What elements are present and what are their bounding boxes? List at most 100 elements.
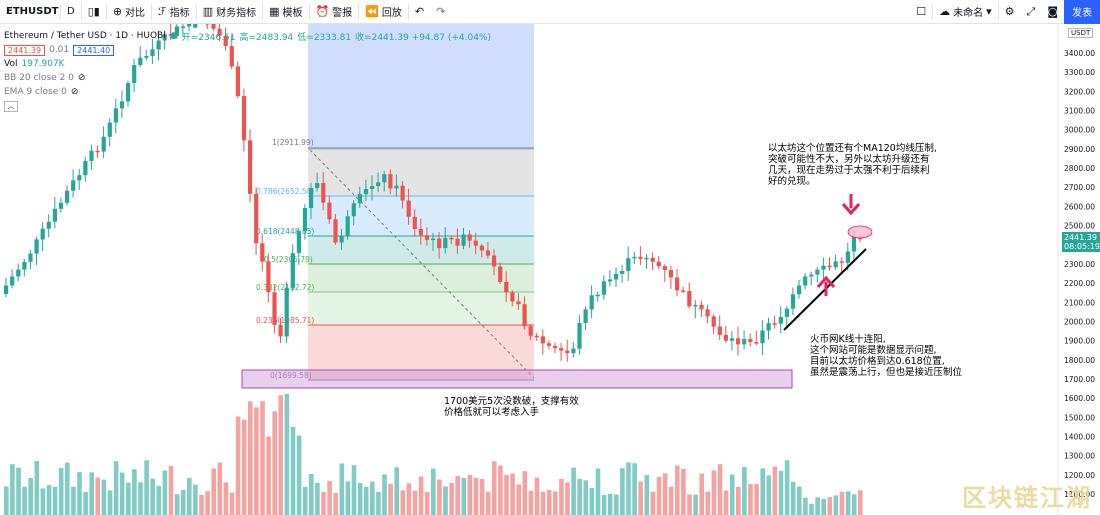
support-zone-rectangle[interactable] [241,369,793,389]
volume-bar [498,465,503,515]
settings-button[interactable]: ⚙ [999,0,1021,24]
annotation-ma120[interactable]: 以太坊这个位置还有个MA120均线压制, 突破可能性不大，另外以太坊升级还有 几… [768,143,937,187]
fullscreen-button[interactable]: ⤢ [1021,0,1042,24]
volume-bar [394,467,399,515]
candle-body [40,228,45,240]
eye-hidden-icon[interactable]: ⊘ [70,87,79,97]
indicators-label: 指标 [169,8,190,19]
volume-bar [461,478,467,515]
volume-bar [254,407,259,515]
volume-bar [553,491,558,515]
candle-body [144,56,149,58]
candle-body [626,258,631,271]
candle-body [126,83,131,102]
candle-body [107,122,112,137]
candle-body [455,238,460,246]
volume-bar [638,481,643,515]
volume-bar [589,487,595,515]
price-tick-label: 3000.00 [1064,126,1095,135]
candle-body [180,26,186,28]
ema-indicator-label: EMA 9 close 0 [4,87,67,97]
volume-bar [4,486,9,515]
volume-bar [376,491,381,515]
price-chart[interactable]: 1(2911.99) 0.786(2652.58) 0.618(2448.85)… [0,24,1100,515]
price-axis[interactable]: 3400.00 3300.00 3200.00 3100.00 3000.00 2900.… [1064,49,1095,499]
volume-bar [565,482,570,515]
currency-tag[interactable]: USDT [1068,28,1094,38]
annotation-support[interactable]: 1700美元5次没数破，支撑有效 价格低就可以考虑入手 [444,396,579,418]
candle-body [656,261,661,267]
arrow-down-icon [841,203,861,216]
symbol-search-button[interactable]: ETHUSDT [0,0,60,24]
volume-bar [22,486,27,515]
redo-button[interactable]: ↷ [430,0,451,24]
layout-menu-button[interactable]: ☁ 未命名 ▾ [933,0,998,24]
candle-body [424,235,430,240]
volume-bar [278,395,284,515]
candle-body [34,239,39,254]
publish-button[interactable]: 发表 [1064,0,1100,24]
volume-bar [729,474,735,515]
volume-bar [327,480,332,515]
candle-body [345,216,350,236]
volume-bar [668,486,674,515]
replay-button[interactable]: ⏪ 回放 [359,0,408,24]
legend-ema-row[interactable]: EMA 9 close 0 ⊘ [4,85,491,99]
financials-button[interactable]: ▥ 财务指标 [197,0,262,24]
indicators-button[interactable]: ℱ 指标 [152,0,196,24]
volume-bar [144,460,149,515]
buy-price-button[interactable]: 2441.40 [73,44,115,56]
compare-button[interactable]: ⊕ 对比 [107,0,151,24]
volume-bar [321,492,326,515]
candle-body [77,175,82,181]
volume-bar [138,482,143,515]
candle-body [717,326,722,335]
volume-bar [309,474,314,515]
volume-bar [339,463,345,515]
volume-bar [89,472,94,515]
candle-body [479,245,484,251]
candle-body [83,160,88,176]
volume-bar [58,467,64,515]
collapse-chevron-icon[interactable]: ︿ [4,100,18,112]
price-tick-label: 2200.00 [1064,279,1095,288]
undo-button[interactable]: ↶ [409,0,430,24]
candle-body [406,200,411,217]
volume-bar [492,461,497,515]
volume-bar [797,486,802,515]
sell-price-button[interactable]: 2441.39 [4,44,46,56]
candle-body [254,193,259,244]
chart-type-button[interactable]: ▯▮ [82,0,106,24]
volume-bar [473,477,479,515]
price-tick-label: 1500.00 [1064,413,1095,422]
legend-bb-row[interactable]: BB 20 close 2 0 ⊘ [4,71,491,85]
fullscreen-layout-button[interactable]: ☐ [910,0,932,24]
interval-button[interactable]: D [61,0,81,24]
volume-bar [223,482,229,515]
fib-zone-05 [308,264,534,292]
candle-body [394,185,399,189]
candle-body [827,265,832,268]
snapshot-button[interactable]: ◙ [1041,0,1064,24]
templates-button[interactable]: ▦ 模板 [263,0,308,24]
candle-body [504,281,509,293]
candle-body [449,237,454,240]
volume-bar [229,492,235,515]
price-tick-label: 3300.00 [1064,68,1095,77]
volume-bar [162,470,168,515]
highlight-ellipse[interactable] [847,225,873,239]
volume-bar [504,475,509,515]
annotation-huobi[interactable]: 火币网K线十连阳, 这个网站可能是数据显示问题, 目前以太坊价格到达0.618位… [810,334,962,378]
candle-body [748,339,753,343]
volume-bar [187,477,192,515]
candle-body [272,292,277,325]
price-tick-label: 2500.00 [1064,222,1095,231]
candle-body [302,207,308,232]
volume-bar [626,462,631,515]
candle-body [565,350,570,354]
alert-button[interactable]: ⏰ 警报 [310,0,359,24]
candle-body [382,174,387,183]
candle-body [95,150,100,153]
eye-hidden-icon[interactable]: ⊘ [77,73,86,83]
candle-body [156,40,161,50]
